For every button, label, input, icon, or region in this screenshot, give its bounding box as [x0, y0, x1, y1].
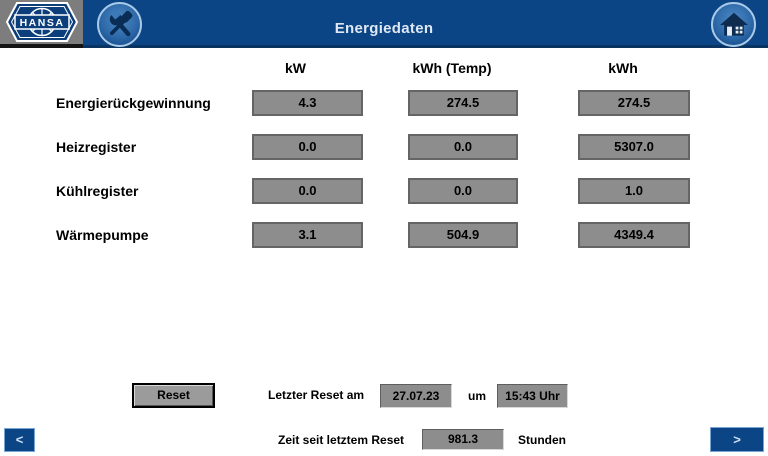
value-waermepumpe-kwh: 4349.4	[578, 222, 690, 248]
value-heizregister-kwh-temp: 0.0	[408, 134, 518, 160]
home-button[interactable]	[711, 2, 756, 47]
value-kuehlregister-kwh: 1.0	[578, 178, 690, 204]
page-title: Energiedaten	[334, 20, 434, 37]
row-label-kuehlregister: Kühlregister	[56, 183, 139, 199]
elapsed-hours-field: 981.3	[422, 429, 504, 450]
hansa-wheel-logo: HANSA	[5, 2, 78, 42]
last-reset-time-field: 15:43 Uhr	[497, 384, 568, 408]
value-waermepumpe-kwh-temp: 504.9	[408, 222, 518, 248]
tools-icon	[109, 8, 132, 36]
row-label-energierueckgewinnung: Energierückgewinnung	[56, 95, 211, 111]
elapsed-unit-label: Stunden	[518, 433, 566, 447]
value-kuehlregister-kw: 0.0	[252, 178, 363, 204]
home-icon	[719, 12, 748, 36]
last-reset-date-field: 27.07.23	[380, 384, 452, 408]
value-energierueckgewinnung-kw: 4.3	[252, 90, 363, 116]
value-waermepumpe-kw: 3.1	[252, 222, 363, 248]
um-label: um	[468, 389, 486, 403]
elapsed-time-label: Zeit seit letztem Reset	[278, 433, 405, 447]
value-kuehlregister-kwh-temp: 0.0	[408, 178, 518, 204]
row-label-heizregister: Heizregister	[56, 139, 137, 155]
column-header-kw: kW	[285, 60, 306, 76]
row-label-waermepumpe: Wärmepumpe	[56, 227, 149, 243]
reset-button[interactable]: Reset	[132, 383, 215, 408]
hansa-logo: HANSA	[0, 0, 83, 48]
previous-page-button[interactable]: <	[4, 428, 35, 452]
header-bar: Energiedaten HANSA	[0, 0, 768, 48]
column-header-kwh: kWh	[608, 60, 638, 76]
hansa-logo-text: HANSA	[19, 17, 64, 29]
next-page-button[interactable]: >	[710, 427, 764, 452]
value-heizregister-kw: 0.0	[252, 134, 363, 160]
value-energierueckgewinnung-kwh-temp: 274.5	[408, 90, 518, 116]
value-heizregister-kwh: 5307.0	[578, 134, 690, 160]
column-header-kwh-temp: kWh (Temp)	[412, 60, 492, 76]
last-reset-label: Letzter Reset am	[268, 388, 365, 402]
settings-button[interactable]	[97, 2, 142, 47]
value-energierueckgewinnung-kwh: 274.5	[578, 90, 690, 116]
